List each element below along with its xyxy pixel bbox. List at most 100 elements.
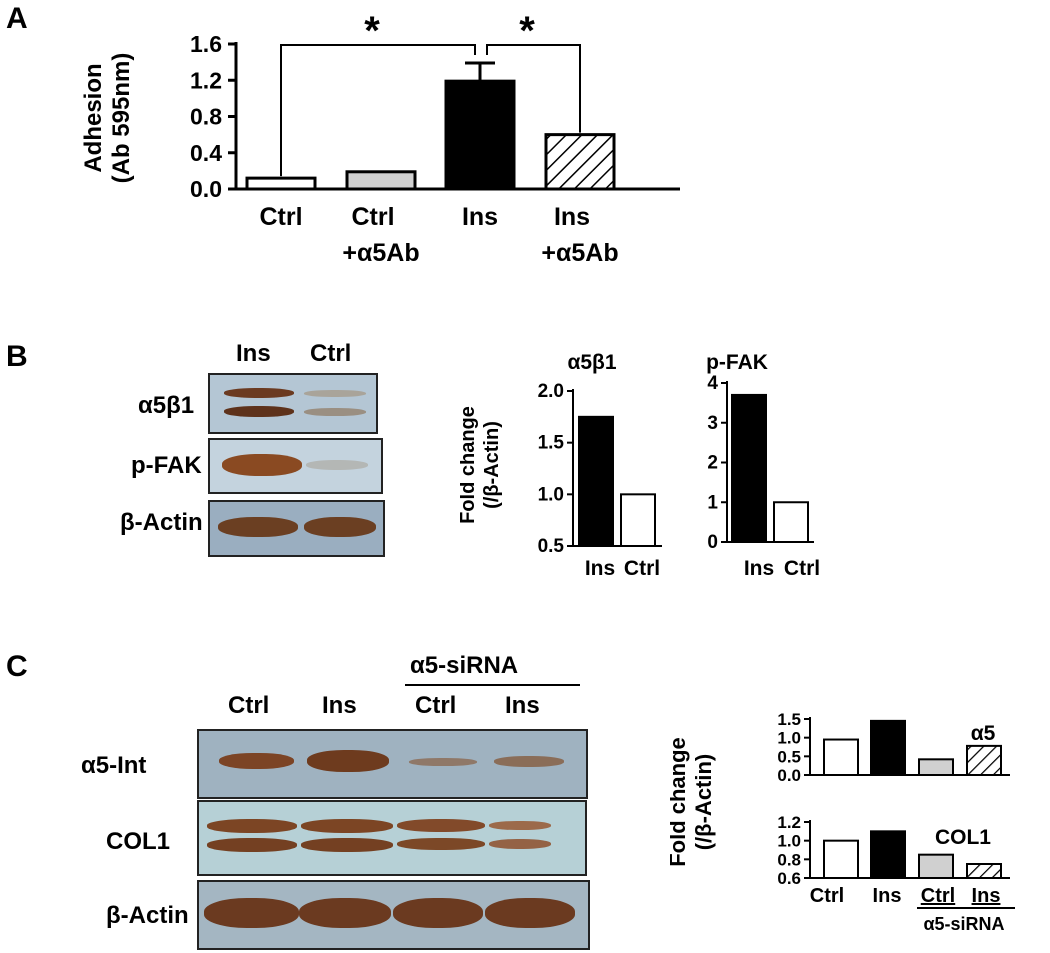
a-bar <box>245 176 317 191</box>
bar <box>870 830 906 879</box>
band <box>397 838 485 850</box>
band <box>306 460 368 470</box>
a-significance-star: * <box>519 9 535 53</box>
band <box>301 838 393 852</box>
blot-c-group-label: α5-siRNA <box>410 652 519 679</box>
a-bar <box>345 170 417 191</box>
blot-c-row-actin: β-Actin <box>106 902 189 929</box>
y-tick-label: 0.6 <box>777 869 801 888</box>
band <box>219 753 294 769</box>
bar <box>620 493 656 547</box>
blot-c-lane-2: Ins <box>322 692 357 719</box>
blot-c-lane-1: Ctrl <box>228 692 270 719</box>
y-tick-label: 1.2 <box>777 813 801 832</box>
y-tick-label: 2 <box>707 453 718 474</box>
fold-change-chart-c: Fold change(/β-Actin) 0.00.51.01.5α50.60.… <box>670 710 1015 934</box>
blot-b-actin <box>208 500 385 557</box>
band <box>204 898 299 928</box>
y-tick-label: 1 <box>707 492 718 513</box>
a-y-tick-label: 1.2 <box>190 67 222 93</box>
blot-c-actin <box>197 880 590 950</box>
blot-c-col1 <box>197 800 587 876</box>
band <box>489 839 551 849</box>
bar <box>918 758 954 776</box>
a-x-label: Ins <box>462 203 498 231</box>
y-tick-label: 0.5 <box>777 747 801 766</box>
y-tick-label: 1.5 <box>777 710 801 729</box>
band <box>304 408 366 416</box>
band <box>494 756 564 767</box>
band <box>304 390 366 397</box>
band <box>307 750 389 772</box>
blot-b-lane-ins: Ins <box>236 340 271 367</box>
panel-letter-c: C <box>6 650 28 683</box>
band <box>207 838 297 852</box>
blot-c-lane-4: Ins <box>505 692 540 719</box>
a-y-tick-label: 0.8 <box>190 104 222 130</box>
blot-c-group-line <box>405 684 580 686</box>
blot-b-lane-ctrl: Ctrl <box>310 340 352 367</box>
c-x-label: Ins <box>873 885 902 907</box>
panel-letter-a: A <box>6 2 28 35</box>
y-tick-label: 1.0 <box>538 484 564 505</box>
blot-b-row-actin: β-Actin <box>120 509 203 536</box>
band <box>485 898 575 928</box>
blot-c-a5int <box>197 729 588 799</box>
y-tick-label: 0.0 <box>777 766 801 785</box>
y-tick-label: 1.0 <box>777 729 801 748</box>
a-x-label: Ins <box>554 203 590 231</box>
blot-c-row-col1: COL1 <box>106 828 171 855</box>
c-y-axis-label: Fold change(/β-Actin) <box>670 737 716 867</box>
y-tick-label: 1.0 <box>777 832 801 851</box>
band <box>222 454 302 476</box>
y-tick-label: 0.8 <box>777 850 801 869</box>
c-x-label: Ctrl <box>810 885 844 907</box>
band <box>207 819 297 833</box>
y-tick-label: 0 <box>707 532 718 553</box>
band <box>304 517 376 537</box>
blot-c-row-a5int: α5-Int <box>81 752 147 779</box>
y-tick-label: 2.0 <box>538 381 564 402</box>
a-x-label: Ctrl <box>259 203 302 231</box>
bar <box>773 501 809 543</box>
y-tick-label: 4 <box>707 373 718 394</box>
a-significance-star: * <box>364 9 380 53</box>
b-a5b1-title: α5β1 <box>567 351 616 374</box>
a-y-axis-label: Adhesion(Ab 595nm) <box>80 53 135 184</box>
a-x-label: +α5Ab <box>541 239 618 267</box>
b-pfak-title: p-FAK <box>706 351 768 374</box>
c-group-label: α5-siRNA <box>923 914 1004 934</box>
c-x-label: Ins <box>972 885 1001 907</box>
c-alpha5-title: α5 <box>971 722 996 745</box>
band <box>397 819 485 832</box>
y-tick-label: 0.5 <box>538 536 565 557</box>
band <box>224 388 294 398</box>
blot-c-lane-3: Ctrl <box>415 692 457 719</box>
band <box>409 758 477 766</box>
bar <box>823 839 859 880</box>
band <box>489 821 551 830</box>
a-x-label: Ctrl <box>351 203 394 231</box>
panel-letter-b: B <box>6 340 28 373</box>
a-y-tick-label: 1.6 <box>190 31 222 57</box>
a-bar <box>544 133 616 191</box>
a-significance-bracket <box>486 44 581 133</box>
band <box>299 898 391 928</box>
blot-b-a5b1 <box>208 373 378 434</box>
band <box>218 517 298 537</box>
band <box>301 819 393 833</box>
band <box>393 898 483 928</box>
b-a5b1-x-label: Ctrl <box>624 557 660 580</box>
y-tick-label: 1.5 <box>538 433 565 454</box>
adhesion-chart: 0.0 0.4 0.8 1.2 1.6 Adhesion(Ab 595nm) Ctrl Ct… <box>80 9 680 267</box>
b-a5b1-x-label: Ins <box>585 557 615 580</box>
bar <box>966 744 1002 777</box>
b-pfak-x-label: Ctrl <box>784 557 820 580</box>
a-significance-bracket <box>280 44 476 177</box>
blot-b-row-pfak: p-FAK <box>131 452 202 479</box>
bar <box>578 415 614 548</box>
bar <box>823 738 859 776</box>
c-x-label: Ctrl <box>921 885 955 907</box>
bar <box>918 853 954 880</box>
